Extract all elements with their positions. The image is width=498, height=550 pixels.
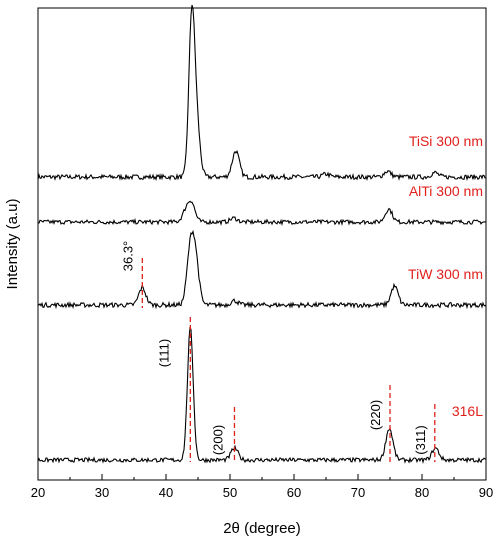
peak-annotation: 36.3° (120, 241, 135, 272)
x-tick-label: 30 (95, 485, 109, 500)
peak-annotation: (311) (413, 425, 428, 454)
peak-annotation: (200) (210, 425, 225, 455)
peak-annotation: (111) (156, 339, 171, 367)
series-line-3 (37, 326, 487, 464)
series-label: TiW 300 nm (408, 266, 483, 282)
plot-frame (37, 7, 487, 481)
x-tick-label: 70 (351, 485, 365, 500)
x-axis-title: 2θ (degree) (223, 520, 301, 537)
series-label: 316L (452, 403, 483, 419)
label-group: TiSi 300 nm AlTi 300 nm TiW 300 nm 316L 36.3… (120, 133, 483, 455)
x-tick-label: 40 (159, 485, 173, 500)
peak-annotation: (220) (368, 400, 383, 430)
x-tick-label: 90 (479, 485, 493, 500)
x-tick-label: 60 (287, 485, 301, 500)
marker-group (141, 258, 436, 462)
series-label: TiSi 300 nm (409, 133, 483, 149)
series-line-0 (37, 4, 487, 182)
x-tick-label: 20 (31, 485, 45, 500)
series-line-2 (37, 229, 487, 310)
series-line-1 (37, 200, 487, 227)
x-axis-ticks: 20 30 40 50 60 70 80 90 (31, 474, 493, 500)
series-label: AlTi 300 nm (409, 183, 483, 199)
x-tick-label: 50 (223, 485, 237, 500)
series-group (37, 4, 487, 464)
x-tick-label: 80 (415, 485, 429, 500)
y-axis-title: Intensity (a.u) (4, 199, 21, 290)
